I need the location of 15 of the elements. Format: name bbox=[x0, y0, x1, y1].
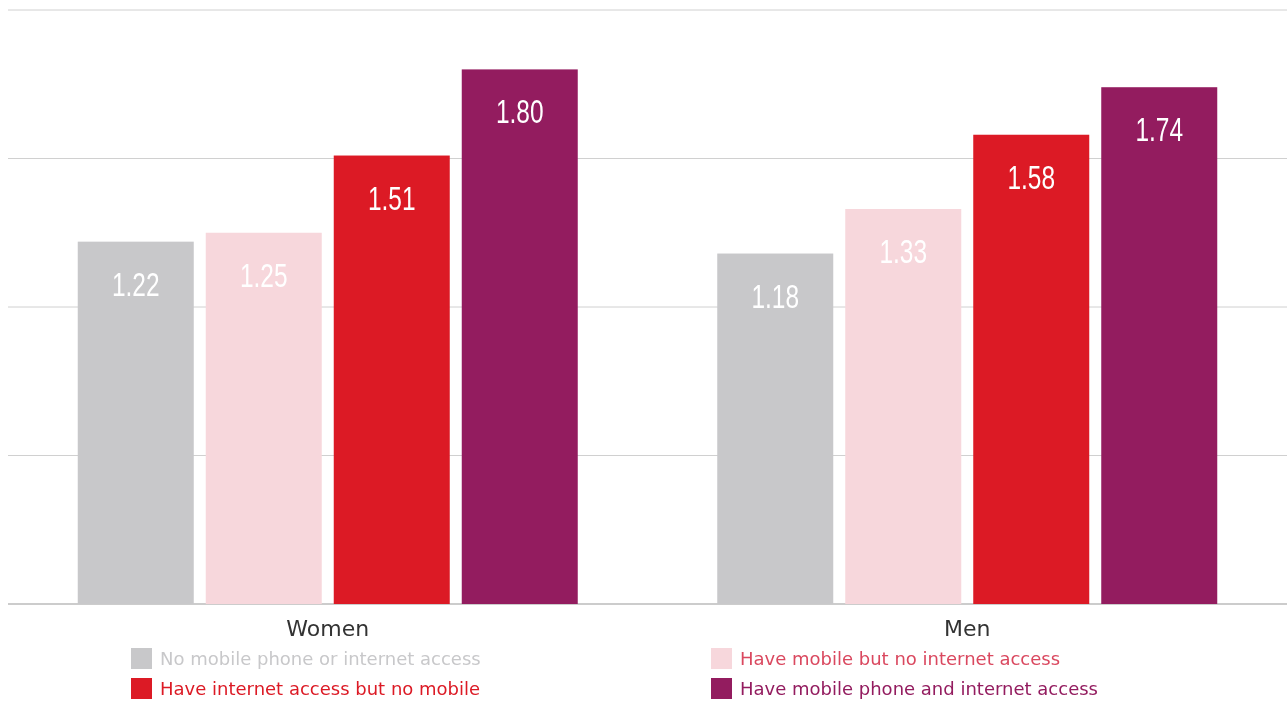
legend-label: Have mobile but no internet access bbox=[740, 648, 1061, 669]
legend-label: Have mobile phone and internet access bbox=[740, 678, 1098, 699]
bar bbox=[845, 208, 962, 604]
data-label: 1.74 bbox=[1135, 110, 1184, 149]
bar bbox=[461, 69, 578, 604]
data-label: 1.51 bbox=[367, 178, 416, 217]
x-tick-label: Women bbox=[286, 616, 370, 641]
data-label: 1.58 bbox=[1007, 157, 1056, 196]
bar bbox=[973, 134, 1090, 604]
bar bbox=[205, 232, 322, 604]
x-tick-label: Men bbox=[944, 616, 991, 641]
legend-label: Have internet access but no mobile bbox=[160, 678, 481, 699]
bar bbox=[333, 155, 450, 604]
bar bbox=[1101, 87, 1218, 604]
data-label: 1.80 bbox=[495, 92, 544, 131]
